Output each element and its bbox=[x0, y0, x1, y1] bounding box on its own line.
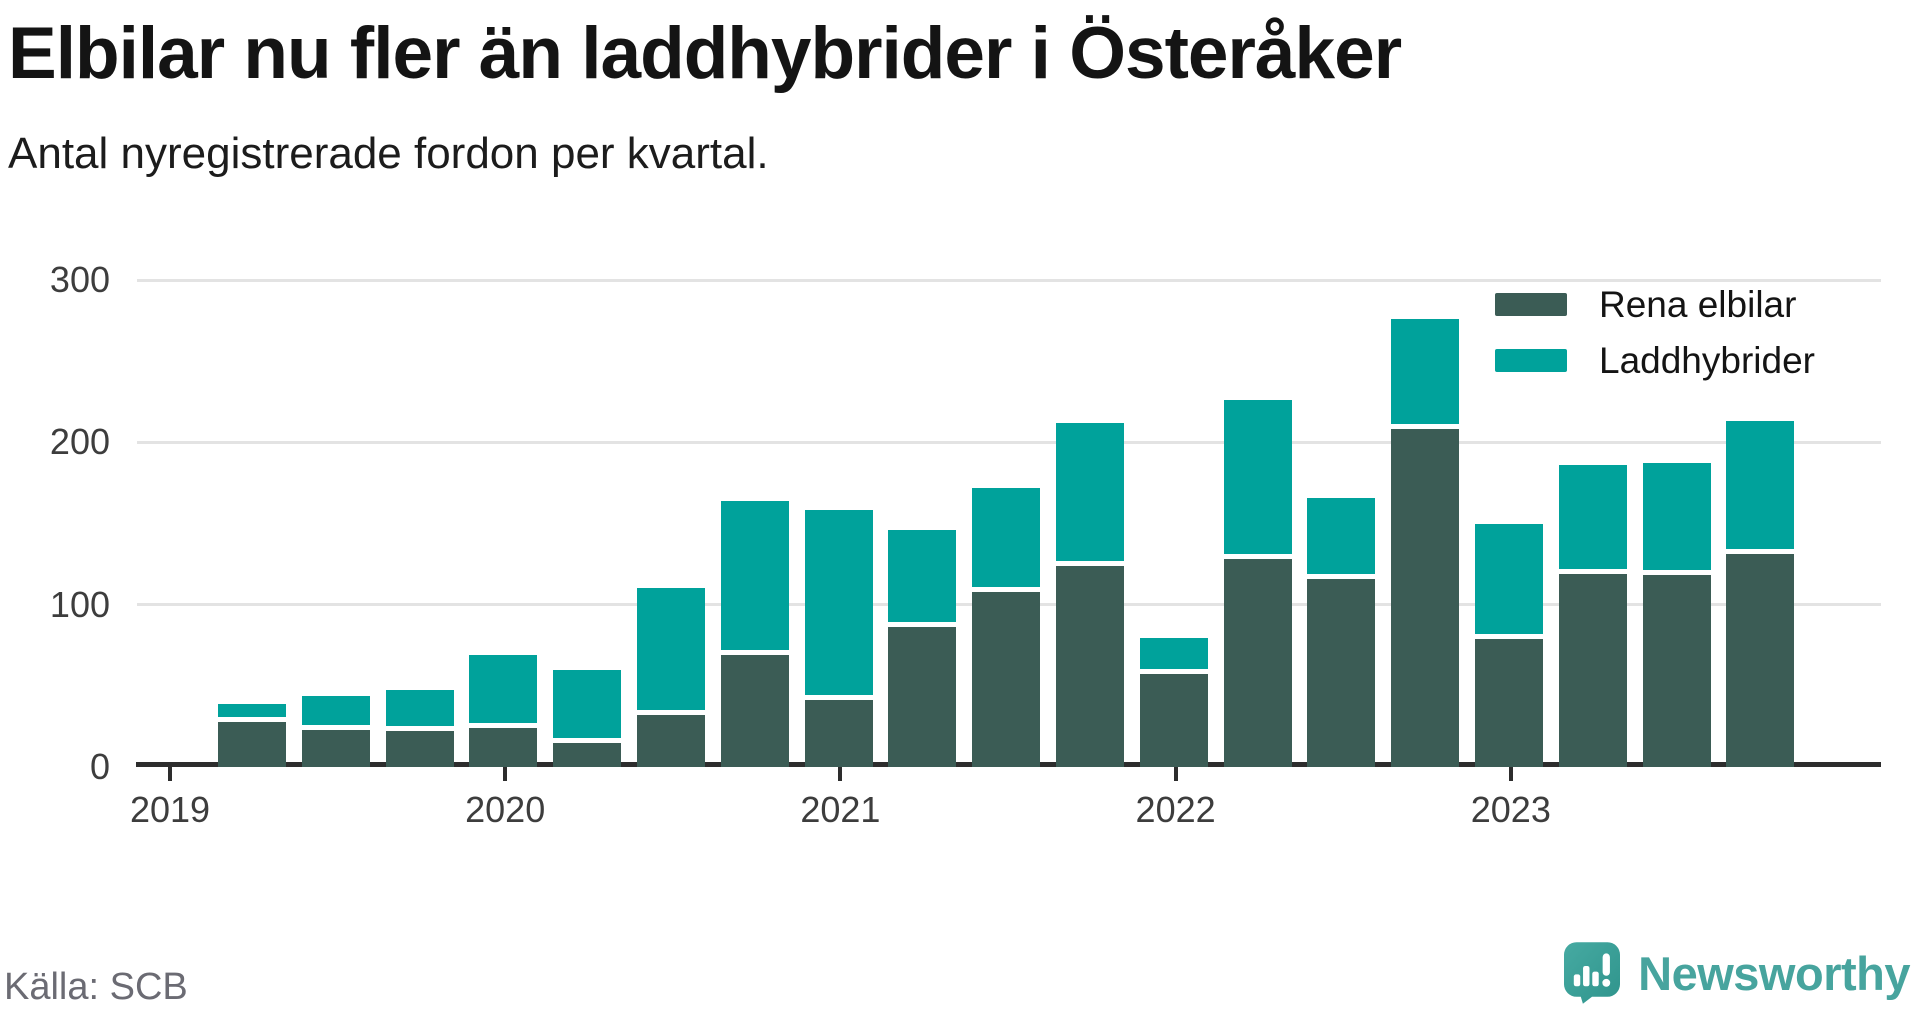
segment-laddhybrider bbox=[1391, 319, 1460, 429]
segment-laddhybrider bbox=[888, 530, 957, 627]
bar-2021-q4 bbox=[1139, 638, 1208, 767]
segment-laddhybrider bbox=[1056, 423, 1124, 566]
y-axis-tick-label: 300 bbox=[49, 259, 110, 300]
legend-label: Rena elbilar bbox=[1599, 283, 1797, 325]
bar-2020-q3 bbox=[720, 501, 789, 767]
segment-laddhybrider bbox=[1307, 498, 1376, 579]
bar-2019-q2 bbox=[301, 696, 370, 767]
segment-laddhybrider bbox=[218, 704, 286, 722]
source-label: Källa: SCB bbox=[4, 966, 188, 1008]
x-axis-tick-label-2022: 2022 bbox=[1135, 789, 1216, 830]
segment-rena-elbilar bbox=[1642, 575, 1711, 767]
brand-name: Newsworthy bbox=[1638, 946, 1910, 1000]
segment-rena-elbilar bbox=[720, 655, 789, 767]
bar-2022-q4 bbox=[1475, 523, 1543, 767]
gridline-300 bbox=[137, 278, 1881, 282]
segment-rena-elbilar bbox=[1056, 566, 1124, 767]
segment-laddhybrider bbox=[469, 655, 538, 728]
legend-label: Laddhybrider bbox=[1599, 339, 1815, 381]
segment-rena-elbilar bbox=[804, 700, 873, 767]
segment-rena-elbilar bbox=[1307, 579, 1376, 767]
segment-rena-elbilar bbox=[1223, 559, 1292, 767]
segment-rena-elbilar bbox=[1391, 429, 1460, 767]
x-axis-tick-label-2019: 2019 bbox=[129, 789, 211, 830]
bar-2019-q1 bbox=[218, 704, 286, 767]
x-axis-tick-label-2020: 2020 bbox=[465, 789, 546, 830]
x-axis-tick-label-2021: 2021 bbox=[800, 789, 881, 830]
bar-2021-q2 bbox=[972, 488, 1041, 767]
segment-laddhybrider bbox=[553, 670, 622, 743]
segment-rena-elbilar bbox=[1726, 554, 1795, 767]
chart-subtitle: Antal nyregistrerade fordon per kvartal. bbox=[8, 129, 769, 178]
bar-2023-q2 bbox=[1642, 463, 1711, 767]
x-axis-tick-2019 bbox=[168, 767, 172, 781]
segment-rena-elbilar bbox=[1558, 574, 1627, 767]
bar-2023-q3 bbox=[1726, 421, 1795, 767]
bar-2022-q1 bbox=[1223, 400, 1292, 767]
chart-title: Elbilar nu fler än laddhybrider i Österå… bbox=[8, 13, 1402, 94]
segment-rena-elbilar bbox=[1475, 639, 1543, 767]
segment-laddhybrider bbox=[301, 696, 370, 730]
bar-2019-q4 bbox=[469, 655, 538, 767]
segment-rena-elbilar bbox=[888, 627, 957, 767]
segment-rena-elbilar bbox=[301, 730, 370, 767]
bar-2020-q1 bbox=[553, 670, 622, 767]
segment-rena-elbilar bbox=[469, 728, 538, 767]
legend-item-laddhybrider: Laddhybrider bbox=[1495, 338, 1815, 383]
bar-2020-q2 bbox=[637, 588, 705, 767]
segment-rena-elbilar bbox=[637, 715, 705, 767]
bar-2021-q1 bbox=[888, 530, 957, 767]
segment-rena-elbilar bbox=[553, 743, 622, 767]
segment-laddhybrider bbox=[720, 501, 789, 655]
gridline-200 bbox=[137, 440, 1881, 444]
segment-laddhybrider bbox=[1726, 421, 1795, 554]
x-axis-tick-2020 bbox=[503, 767, 508, 781]
x-axis-tick-2022 bbox=[1173, 767, 1178, 781]
segment-laddhybrider bbox=[385, 690, 454, 731]
segment-laddhybrider bbox=[972, 488, 1041, 592]
segment-laddhybrider bbox=[1223, 400, 1292, 559]
bar-2019-q3 bbox=[385, 690, 454, 767]
bar-2021-q3 bbox=[1056, 423, 1124, 767]
legend-swatch-laddhybrider bbox=[1495, 349, 1567, 372]
x-axis-tick-label-2023: 2023 bbox=[1470, 789, 1551, 830]
segment-laddhybrider bbox=[1558, 465, 1627, 574]
segment-laddhybrider bbox=[1139, 638, 1208, 674]
x-axis-tick-2023 bbox=[1508, 767, 1513, 781]
segment-laddhybrider bbox=[637, 588, 705, 715]
y-axis-tick-label: 0 bbox=[89, 746, 110, 787]
segment-rena-elbilar bbox=[1139, 674, 1208, 767]
segment-rena-elbilar bbox=[218, 722, 286, 767]
segment-rena-elbilar bbox=[972, 592, 1041, 767]
legend: Rena elbilar Laddhybrider bbox=[1495, 282, 1815, 383]
segment-rena-elbilar bbox=[385, 731, 454, 767]
x-axis-tick-2021 bbox=[838, 767, 843, 781]
segment-laddhybrider bbox=[1475, 524, 1543, 639]
legend-swatch-rena-elbilar bbox=[1495, 293, 1567, 316]
y-axis-tick-label: 200 bbox=[49, 421, 110, 463]
segment-laddhybrider bbox=[804, 510, 873, 700]
y-axis-tick-label: 100 bbox=[49, 583, 110, 625]
bar-2022-q3 bbox=[1391, 319, 1460, 767]
bar-2020-q4 bbox=[804, 510, 873, 767]
bar-2023-q1 bbox=[1558, 465, 1627, 767]
bar-2022-q2 bbox=[1307, 498, 1376, 767]
newsworthy-speech-bubble-chart-icon bbox=[1564, 942, 1621, 1004]
plot-area: Rena elbilar Laddhybrider 0 100 200 300 2019… bbox=[50, 259, 1881, 830]
newsworthy-branding: Newsworthy bbox=[1564, 942, 1910, 1004]
segment-laddhybrider bbox=[1642, 463, 1711, 575]
legend-item-rena-elbilar: Rena elbilar bbox=[1495, 282, 1815, 327]
